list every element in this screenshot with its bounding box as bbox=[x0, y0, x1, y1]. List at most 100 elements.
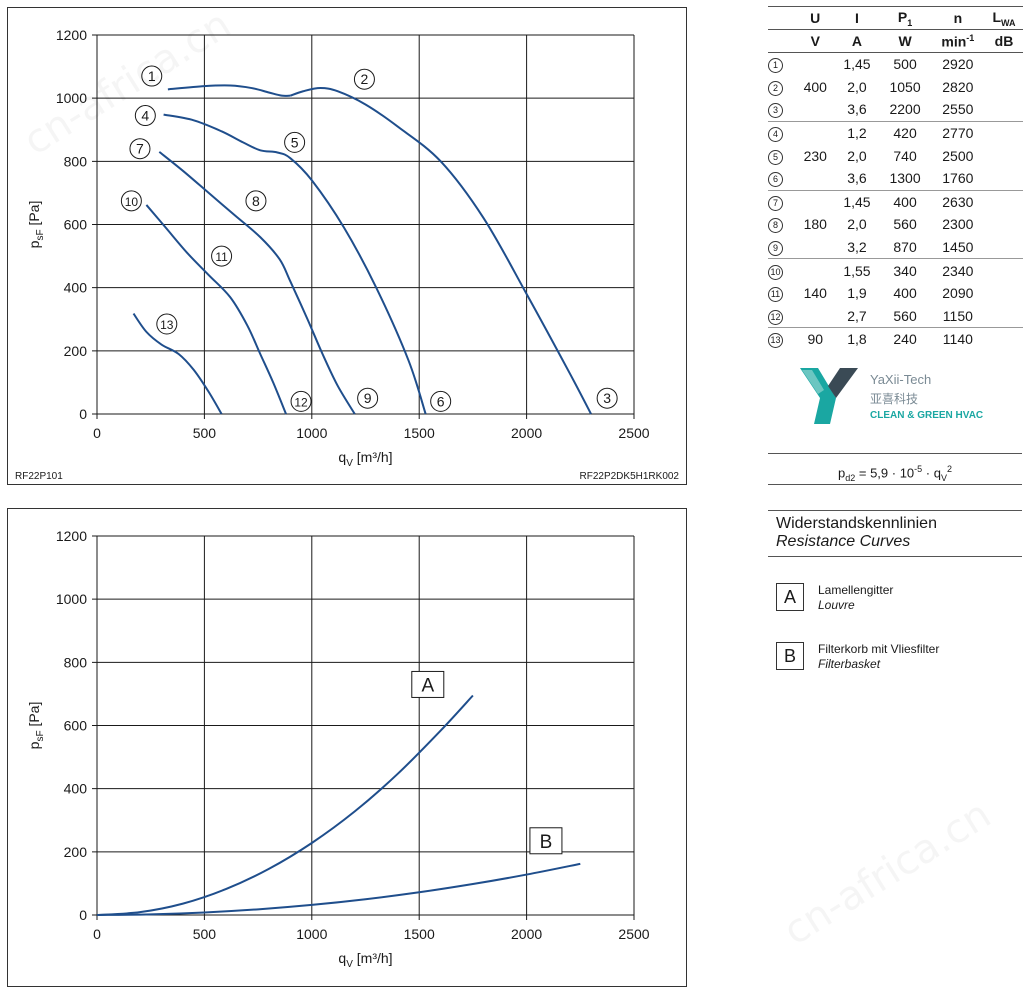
y-axis-label: psF [Pa] bbox=[26, 702, 46, 750]
y-tick-label: 400 bbox=[64, 280, 88, 296]
sound-cell bbox=[985, 53, 1023, 76]
legend-label-de-b: Filterkorb mit Vliesfilter bbox=[818, 642, 940, 656]
row-index-badge: 6 bbox=[768, 172, 783, 188]
x-tick-label: 0 bbox=[93, 425, 101, 441]
row-index-badge: 7 bbox=[768, 195, 783, 211]
y-tick-label: 1200 bbox=[56, 27, 87, 43]
row-index-badge: 9 bbox=[768, 241, 783, 257]
series-line-4 bbox=[163, 113, 427, 415]
row-index-cell: 12 bbox=[768, 304, 796, 329]
power-cell: 560 bbox=[879, 304, 931, 329]
voltage-cell: 180 bbox=[803, 216, 827, 233]
power-cell: 870 bbox=[879, 235, 931, 260]
voltage-cell bbox=[796, 166, 835, 191]
legend-key-b: B bbox=[776, 642, 804, 670]
row-index-badge: 11 bbox=[768, 287, 783, 303]
row-index-cell: 7 bbox=[768, 190, 796, 213]
curve-marker-5 bbox=[284, 131, 306, 153]
curve-marker-label: 12 bbox=[294, 395, 308, 409]
fan-curve-panel: 0 500 1000 1500 2000 2500 0 200 400 600 800 1000 120… bbox=[7, 7, 687, 485]
row-index-badge: 8 bbox=[768, 218, 783, 234]
y-tick-label: 1000 bbox=[56, 90, 87, 106]
y-tick-label: 0 bbox=[79, 907, 87, 923]
row-index-cell: 6 bbox=[768, 166, 796, 191]
curve-marker-12 bbox=[290, 390, 312, 412]
curve-box-A bbox=[411, 670, 445, 698]
curve-box-B bbox=[529, 827, 563, 855]
row-index-cell: 5 bbox=[768, 144, 796, 167]
row-index-cell: 1 bbox=[768, 53, 796, 76]
current-cell: 3,6 bbox=[834, 166, 880, 191]
power-cell: 1300 bbox=[879, 166, 931, 191]
footer-code-right: RF22P2DK5H1RK002 bbox=[580, 471, 680, 482]
speed-cell: 2820 bbox=[942, 78, 974, 95]
table-row: 1 1,45 500 2920 bbox=[768, 53, 1023, 76]
voltage-cell: 140 bbox=[803, 285, 827, 302]
curve-marker-label: 3 bbox=[603, 390, 611, 406]
speed-cell: 2770 bbox=[942, 125, 974, 142]
table-header-row: U I P1 n LWA bbox=[768, 6, 1023, 30]
current-cell: 2,0 bbox=[847, 216, 867, 233]
speed-cell: 2500 bbox=[942, 147, 974, 164]
logo-line-3: CLEAN & GREEN HVAC bbox=[870, 410, 984, 421]
x-tick-label: 2000 bbox=[511, 425, 542, 441]
y-tick-label: 800 bbox=[64, 654, 88, 670]
yaxii-tech-logo: YaXii-Tech 亚喜科技 CLEAN & GREEN HVAC bbox=[800, 368, 1000, 428]
formula-q-sub: V bbox=[940, 472, 947, 483]
current-cell: 2,0 bbox=[847, 147, 867, 164]
legend-label-en-b: Filterbasket bbox=[818, 657, 881, 671]
sound-cell bbox=[985, 76, 1023, 99]
table-row: 13 90 1,8 240 1140 bbox=[768, 328, 1023, 351]
table-row: 3 3,6 2200 2550 bbox=[768, 98, 1023, 122]
x-tick-label: 1500 bbox=[404, 425, 435, 441]
table-row: 6 3,6 1300 1760 bbox=[768, 166, 1023, 191]
speed-cell: 1760 bbox=[930, 166, 985, 191]
current-cell: 1,45 bbox=[843, 56, 871, 73]
series-line-2 bbox=[289, 87, 592, 415]
column-header: P1 bbox=[879, 6, 931, 30]
table-row: 2 400 2,0 1050 2820 bbox=[768, 76, 1023, 99]
speed-cell: 2300 bbox=[942, 216, 974, 233]
curve-marker-label: 7 bbox=[136, 141, 144, 157]
x-axis-label: qV [m³/h] bbox=[338, 449, 392, 469]
row-index-badge: 13 bbox=[768, 333, 783, 349]
resistance-heading: Widerstandskennlinien Resistance Curves bbox=[768, 510, 1022, 557]
unit-label: V bbox=[810, 33, 820, 49]
column-header-sub: WA bbox=[1001, 17, 1016, 28]
row-index-cell: 13 bbox=[768, 328, 796, 351]
curve-marker-10 bbox=[120, 190, 142, 212]
row-index-cell: 8 bbox=[768, 213, 796, 236]
header-index-cell bbox=[768, 6, 796, 30]
formula-p-sub: d2 bbox=[845, 472, 856, 483]
table-row: 7 1,45 400 2630 bbox=[768, 190, 1023, 213]
table-row: 9 3,2 870 1450 bbox=[768, 235, 1023, 260]
unit-label: W bbox=[898, 33, 912, 49]
table-row: 5 230 2,0 740 2500 bbox=[768, 144, 1023, 167]
current-cell: 2,7 bbox=[834, 304, 880, 329]
row-index-badge: 2 bbox=[768, 80, 783, 96]
power-cell: 240 bbox=[893, 331, 917, 348]
legend-key-a: A bbox=[776, 583, 804, 611]
sound-cell bbox=[985, 259, 1023, 282]
x-tick-label: 2500 bbox=[618, 926, 649, 942]
formula-exp: -5 bbox=[914, 464, 923, 474]
power-cell: 740 bbox=[893, 147, 917, 164]
table-row: 4 1,2 420 2770 bbox=[768, 121, 1023, 144]
current-cell: 2,0 bbox=[847, 78, 867, 95]
curve-marker-6 bbox=[430, 390, 452, 412]
curve-marker-13 bbox=[156, 313, 178, 335]
speed-cell: 2550 bbox=[930, 98, 985, 122]
voltage-cell: 400 bbox=[803, 78, 827, 95]
unit-header: A bbox=[834, 29, 880, 53]
voltage-cell bbox=[796, 235, 835, 260]
column-header: LWA bbox=[984, 6, 1023, 30]
column-header: I bbox=[834, 6, 880, 30]
sound-cell bbox=[984, 166, 1023, 191]
resistance-title-de: Widerstandskennlinien bbox=[776, 515, 937, 532]
curve-marker-1 bbox=[141, 65, 163, 87]
footer-code-left: RF22P101 bbox=[15, 471, 63, 482]
formula-p: p bbox=[838, 465, 846, 481]
current-cell: 1,45 bbox=[843, 193, 871, 210]
